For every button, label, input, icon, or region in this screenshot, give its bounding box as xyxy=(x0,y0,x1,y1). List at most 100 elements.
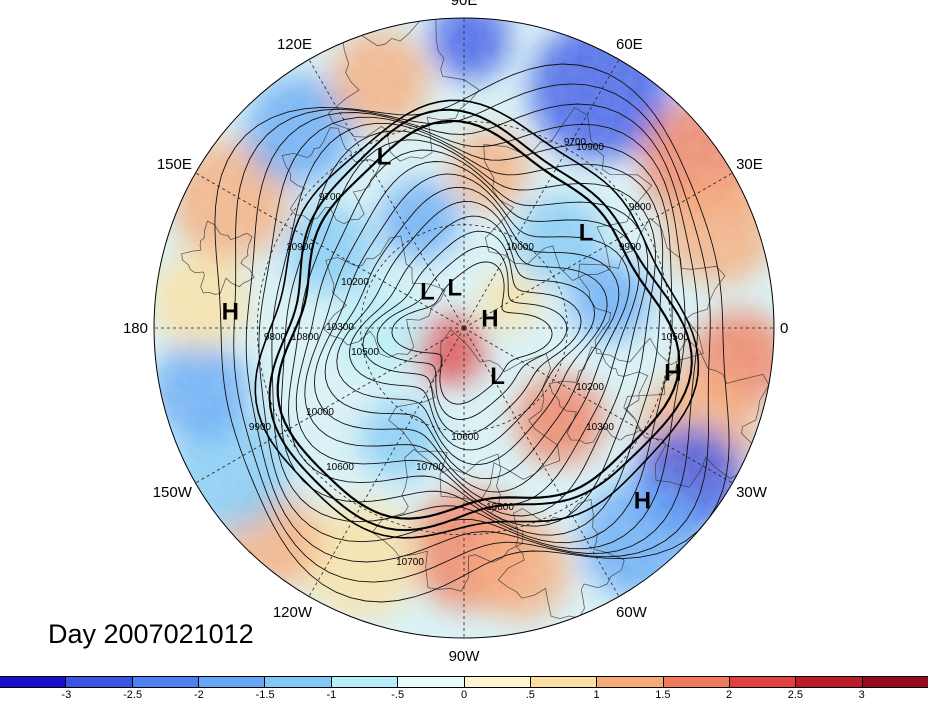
map-title: Day 2007021012 xyxy=(48,619,254,649)
colorbar-swatch xyxy=(398,677,465,687)
colorbar-tick-label: -3 xyxy=(61,689,72,701)
colorbar-tick-label: 1.5 xyxy=(655,689,671,701)
colorbar-tick-label: -.5 xyxy=(391,689,405,701)
contour-label: 10600 xyxy=(451,432,479,443)
longitude-label: 120W xyxy=(273,604,313,621)
height-contour xyxy=(313,173,631,493)
low-center-label: L xyxy=(490,363,505,390)
anomaly-field: 9700 9800 9900 10000 10200 10300 10500 10600 107… xyxy=(154,18,774,638)
colorbar-tick-label: -1.5 xyxy=(255,689,275,701)
height-contour xyxy=(214,63,730,603)
longitude-label: 180 xyxy=(123,320,148,337)
height-contour xyxy=(233,83,711,583)
colorbar-swatch xyxy=(66,677,133,687)
height-contour xyxy=(324,186,620,480)
high-center-label: H xyxy=(481,306,498,333)
colorbar-swatch xyxy=(0,677,67,687)
meridian xyxy=(195,172,465,329)
contour-label: 10900 xyxy=(286,242,314,253)
contour-label: 10300 xyxy=(586,422,614,433)
coastline xyxy=(548,346,649,445)
contour-label: 10500 xyxy=(661,332,689,343)
meridian xyxy=(463,327,733,484)
meridian xyxy=(308,327,465,597)
height-contour xyxy=(258,116,686,550)
height-contour xyxy=(304,161,640,505)
longitude-label: 150E xyxy=(157,156,192,173)
jet-contour xyxy=(276,119,681,520)
meridian xyxy=(463,327,620,597)
contour-label: 9800 xyxy=(264,332,287,343)
contour-labels: 9700 9800 9900 10000 10200 10300 10500 10600 107… xyxy=(249,137,689,568)
map-border xyxy=(153,17,775,639)
high-center-label: H xyxy=(634,487,651,514)
colorbar-tick-label: 0 xyxy=(460,689,468,701)
colorbar-swatch xyxy=(597,677,664,687)
coastline xyxy=(371,448,524,592)
polar-map: 9700 9800 9900 10000 10200 10300 10500 10600 107… xyxy=(123,0,788,665)
colorbar xyxy=(0,676,928,688)
height-contour xyxy=(391,261,553,405)
height-contours xyxy=(214,63,730,603)
low-center-label: L xyxy=(447,275,462,302)
coastline xyxy=(322,235,446,358)
colorbar-tick-label: -1 xyxy=(326,689,337,701)
colorbar-tick-label: 2 xyxy=(726,689,733,701)
colorbar-swatch xyxy=(132,677,200,687)
colorbar-tick-label: 1 xyxy=(593,689,600,701)
colorbar-swatch xyxy=(199,677,266,687)
contour-label: 10700 xyxy=(416,462,444,473)
jet-contour xyxy=(268,108,693,532)
pressure-centers: LLL LHL HHH xyxy=(222,143,682,514)
contour-label: 10800 xyxy=(486,502,514,513)
colorbar-swatch xyxy=(265,677,332,687)
longitude-label: 150W xyxy=(153,484,193,501)
jet-contours xyxy=(254,99,700,539)
coastline xyxy=(281,127,382,225)
colorbar-tick-label: 3 xyxy=(858,689,865,701)
contour-label: 9700 xyxy=(319,192,342,203)
contour-label: 10900 xyxy=(576,142,604,153)
low-center-label: L xyxy=(420,278,435,305)
meridian xyxy=(463,59,620,329)
longitude-label: 60W xyxy=(616,604,648,621)
longitude-labels: 90E 60E 30E 0 30W 60W 90W 120W 150W 180 150E 120E xyxy=(123,0,788,665)
longitude-label: 0 xyxy=(780,320,788,337)
colorbar-swatch xyxy=(796,677,863,687)
longitude-label: 30W xyxy=(736,484,768,501)
colorbar-tick-label: -2.5 xyxy=(123,689,143,701)
colorbar-swatch xyxy=(729,677,797,687)
contour-label: 10200 xyxy=(341,277,369,288)
longitude-label: 120E xyxy=(277,36,312,53)
contour-label: 10800 xyxy=(291,332,319,343)
height-contour xyxy=(288,139,656,527)
contour-label: 9900 xyxy=(619,242,642,253)
height-contour xyxy=(271,122,673,544)
longitude-label: 30E xyxy=(736,156,763,173)
contour-label: 9800 xyxy=(629,202,652,213)
contour-label: 10700 xyxy=(396,557,424,568)
height-contour xyxy=(245,103,699,563)
low-center-label: L xyxy=(377,143,392,170)
longitude-label: 60E xyxy=(616,36,643,53)
colorbar-swatch xyxy=(663,677,730,687)
height-contour xyxy=(376,246,568,420)
height-contour xyxy=(280,130,664,536)
colorbar-swatch xyxy=(331,677,399,687)
colorbar-swatch xyxy=(862,677,928,687)
meridian xyxy=(463,172,733,329)
high-center-label: H xyxy=(664,359,681,386)
meridian xyxy=(195,327,465,484)
contour-label: 9700 xyxy=(564,137,587,148)
contour-label: 10600 xyxy=(326,462,354,473)
meridian xyxy=(308,59,465,329)
coastline xyxy=(327,18,480,162)
contour-label: 10300 xyxy=(326,322,354,333)
contour-label: 10200 xyxy=(576,382,604,393)
jet-contour xyxy=(254,99,700,539)
contour-label: 9900 xyxy=(249,422,272,433)
contour-label: 10000 xyxy=(306,407,334,418)
longitude-label: 90E xyxy=(451,0,478,9)
coastline xyxy=(497,498,625,620)
height-contour xyxy=(348,215,596,451)
